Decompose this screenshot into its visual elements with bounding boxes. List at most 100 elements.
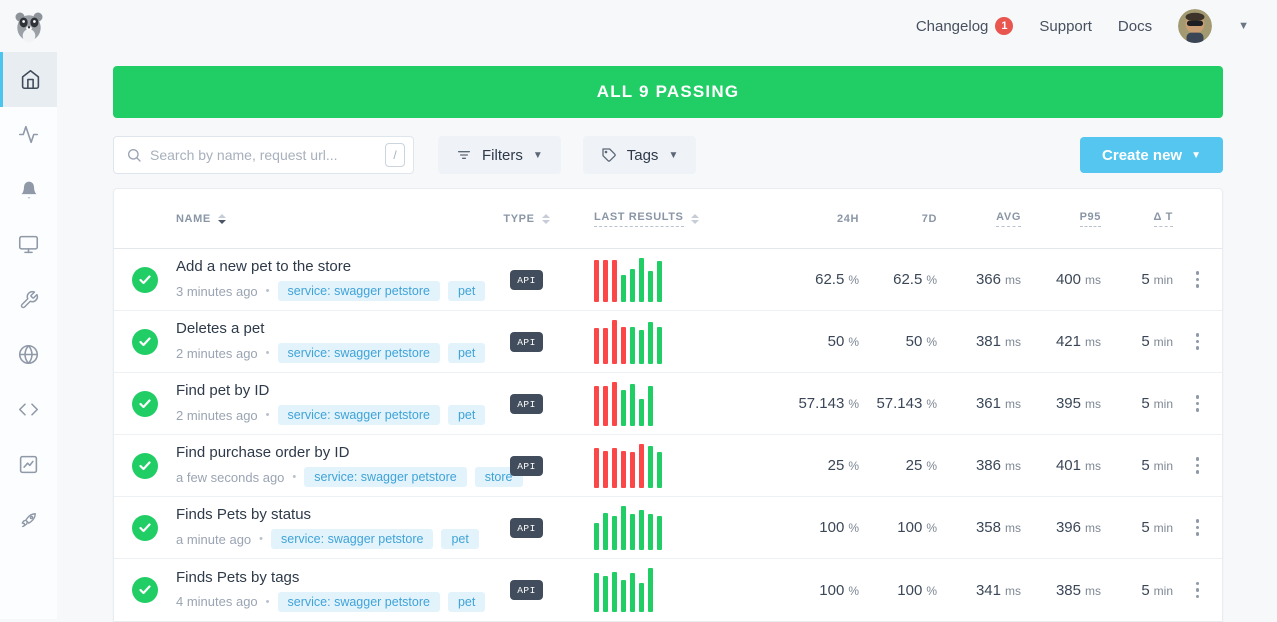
check-last-run-time: 2 minutes ago: [176, 345, 258, 361]
p95-response-time: 401: [1055, 457, 1081, 474]
sidebar-item-locations[interactable]: [0, 327, 57, 382]
unit-percent: %: [848, 459, 859, 473]
avatar[interactable]: [1178, 9, 1213, 43]
unit-percent: %: [848, 273, 859, 287]
unit-ms: ms: [1005, 521, 1021, 535]
check-tag[interactable]: service: swagger petstore: [277, 281, 440, 301]
passed-result-bar: [630, 513, 635, 550]
header-last-results[interactable]: LAST RESULTS: [594, 211, 684, 227]
search-input[interactable]: [150, 147, 385, 163]
sort-name-icon[interactable]: [217, 213, 226, 224]
failed-result-bar: [612, 259, 617, 302]
check-tag[interactable]: service: swagger petstore: [271, 529, 434, 549]
home-icon: [21, 69, 39, 90]
nav-docs[interactable]: Docs: [1117, 17, 1153, 35]
check-tag[interactable]: service: swagger petstore: [304, 467, 467, 487]
table-row[interactable]: Find purchase order by ID a few seconds …: [114, 435, 1222, 497]
chart-icon: [19, 455, 38, 474]
check-interval: 5: [1141, 581, 1150, 599]
check-tag[interactable]: pet: [447, 591, 486, 612]
row-menu-button[interactable]: [1192, 391, 1204, 416]
account-chevron-down-icon[interactable]: ▼: [1238, 20, 1249, 32]
sidebar-item-activity[interactable]: [0, 107, 57, 162]
check-tag[interactable]: service: swagger petstore: [277, 343, 440, 363]
search-icon: [128, 149, 141, 162]
check-name[interactable]: Finds Pets by status: [176, 506, 312, 523]
row-menu-button[interactable]: [1192, 578, 1204, 603]
tags-button[interactable]: Tags ▼: [582, 136, 697, 174]
check-name[interactable]: Finds Pets by tags: [176, 568, 300, 586]
passed-result-bar: [621, 580, 626, 612]
unit-percent: %: [848, 335, 859, 349]
filters-button[interactable]: Filters ▼: [438, 136, 561, 174]
changelog-count-badge: 1: [995, 17, 1014, 35]
sort-last-results-icon[interactable]: [690, 213, 699, 224]
passed-result-bar: [648, 385, 653, 426]
row-menu-button[interactable]: [1192, 453, 1204, 478]
activity-icon: [18, 125, 39, 144]
check-name[interactable]: Add a new pet to the store: [176, 258, 352, 275]
passed-result-bar: [648, 445, 653, 488]
row-menu-button[interactable]: [1192, 329, 1204, 354]
unit-ms: ms: [1085, 459, 1101, 473]
check-last-run-time: 3 minutes ago: [176, 283, 258, 299]
nav-support[interactable]: Support: [1039, 17, 1092, 35]
check-tag[interactable]: service: swagger petstore: [277, 591, 440, 612]
sidebar-item-home[interactable]: [0, 52, 57, 107]
nav-changelog[interactable]: Changelog 1: [916, 17, 1014, 35]
sort-type-icon[interactable]: [541, 213, 550, 224]
sidebar-item-api[interactable]: [0, 382, 57, 437]
table-row[interactable]: Finds Pets by tags 4 minutes ago • servi…: [114, 559, 1222, 621]
sidebar-item-analytics[interactable]: [0, 437, 57, 492]
check-name[interactable]: Find pet by ID: [176, 382, 270, 399]
header-type[interactable]: TYPE: [503, 212, 535, 225]
create-new-button[interactable]: Create new ▼: [1080, 137, 1223, 173]
unit-ms: ms: [1005, 583, 1021, 598]
row-menu-button[interactable]: [1192, 515, 1204, 540]
last-results-chart[interactable]: [564, 568, 759, 612]
sidebar-item-quickstart[interactable]: [0, 492, 57, 547]
filters-chevron-down-icon: ▼: [532, 149, 543, 161]
avg-response-time: 361: [975, 395, 1001, 412]
last-results-chart[interactable]: [564, 505, 759, 550]
check-tags: service: swagger petstore pet: [277, 591, 486, 612]
table-row[interactable]: Deletes a pet 2 minutes ago • service: s…: [114, 311, 1222, 373]
passed-result-bar: [639, 257, 644, 302]
passed-result-bar: [657, 515, 662, 550]
table-row[interactable]: Add a new pet to the store 3 minutes ago…: [114, 249, 1222, 311]
check-tag[interactable]: service: swagger petstore: [277, 405, 440, 425]
check-tag[interactable]: pet: [447, 343, 486, 363]
unit-ms: ms: [1005, 397, 1021, 411]
row-menu-button[interactable]: [1192, 267, 1204, 292]
check-tag[interactable]: pet: [447, 281, 486, 301]
passed-result-bar: [657, 326, 662, 364]
globe-icon: [18, 344, 39, 365]
create-new-chevron-down-icon: ▼: [1191, 149, 1201, 161]
sidebar-item-maintenance[interactable]: [0, 272, 57, 327]
check-tag[interactable]: pet: [447, 405, 486, 425]
app-logo[interactable]: [10, 7, 48, 45]
last-results-chart[interactable]: [564, 257, 759, 302]
check-type-badge: API: [510, 517, 543, 538]
check-name[interactable]: Deletes a pet: [176, 320, 265, 337]
check-name[interactable]: Find purchase order by ID: [176, 444, 350, 461]
header-name[interactable]: NAME: [176, 212, 211, 225]
passed-result-bar: [630, 573, 635, 612]
status-passing-icon: [132, 577, 158, 603]
sidebar-item-dashboards[interactable]: [0, 217, 57, 272]
status-passing-icon: [132, 390, 158, 417]
check-type-badge: API: [510, 393, 543, 414]
check-last-run-time: a minute ago: [176, 531, 252, 547]
table-row[interactable]: Finds Pets by status a minute ago • serv…: [114, 497, 1222, 559]
last-results-chart[interactable]: [564, 381, 759, 426]
last-results-chart[interactable]: [564, 443, 759, 488]
check-type-badge: API: [510, 580, 543, 600]
unit-percent: %: [926, 273, 937, 287]
separator-bullet: •: [265, 347, 270, 359]
last-results-chart[interactable]: [564, 319, 759, 364]
unit-percent: %: [926, 335, 937, 349]
sidebar-item-alerts[interactable]: [0, 162, 57, 217]
failed-result-bar: [621, 326, 626, 364]
check-tag[interactable]: pet: [441, 529, 479, 549]
table-row[interactable]: Find pet by ID 2 minutes ago • service: …: [114, 373, 1222, 435]
